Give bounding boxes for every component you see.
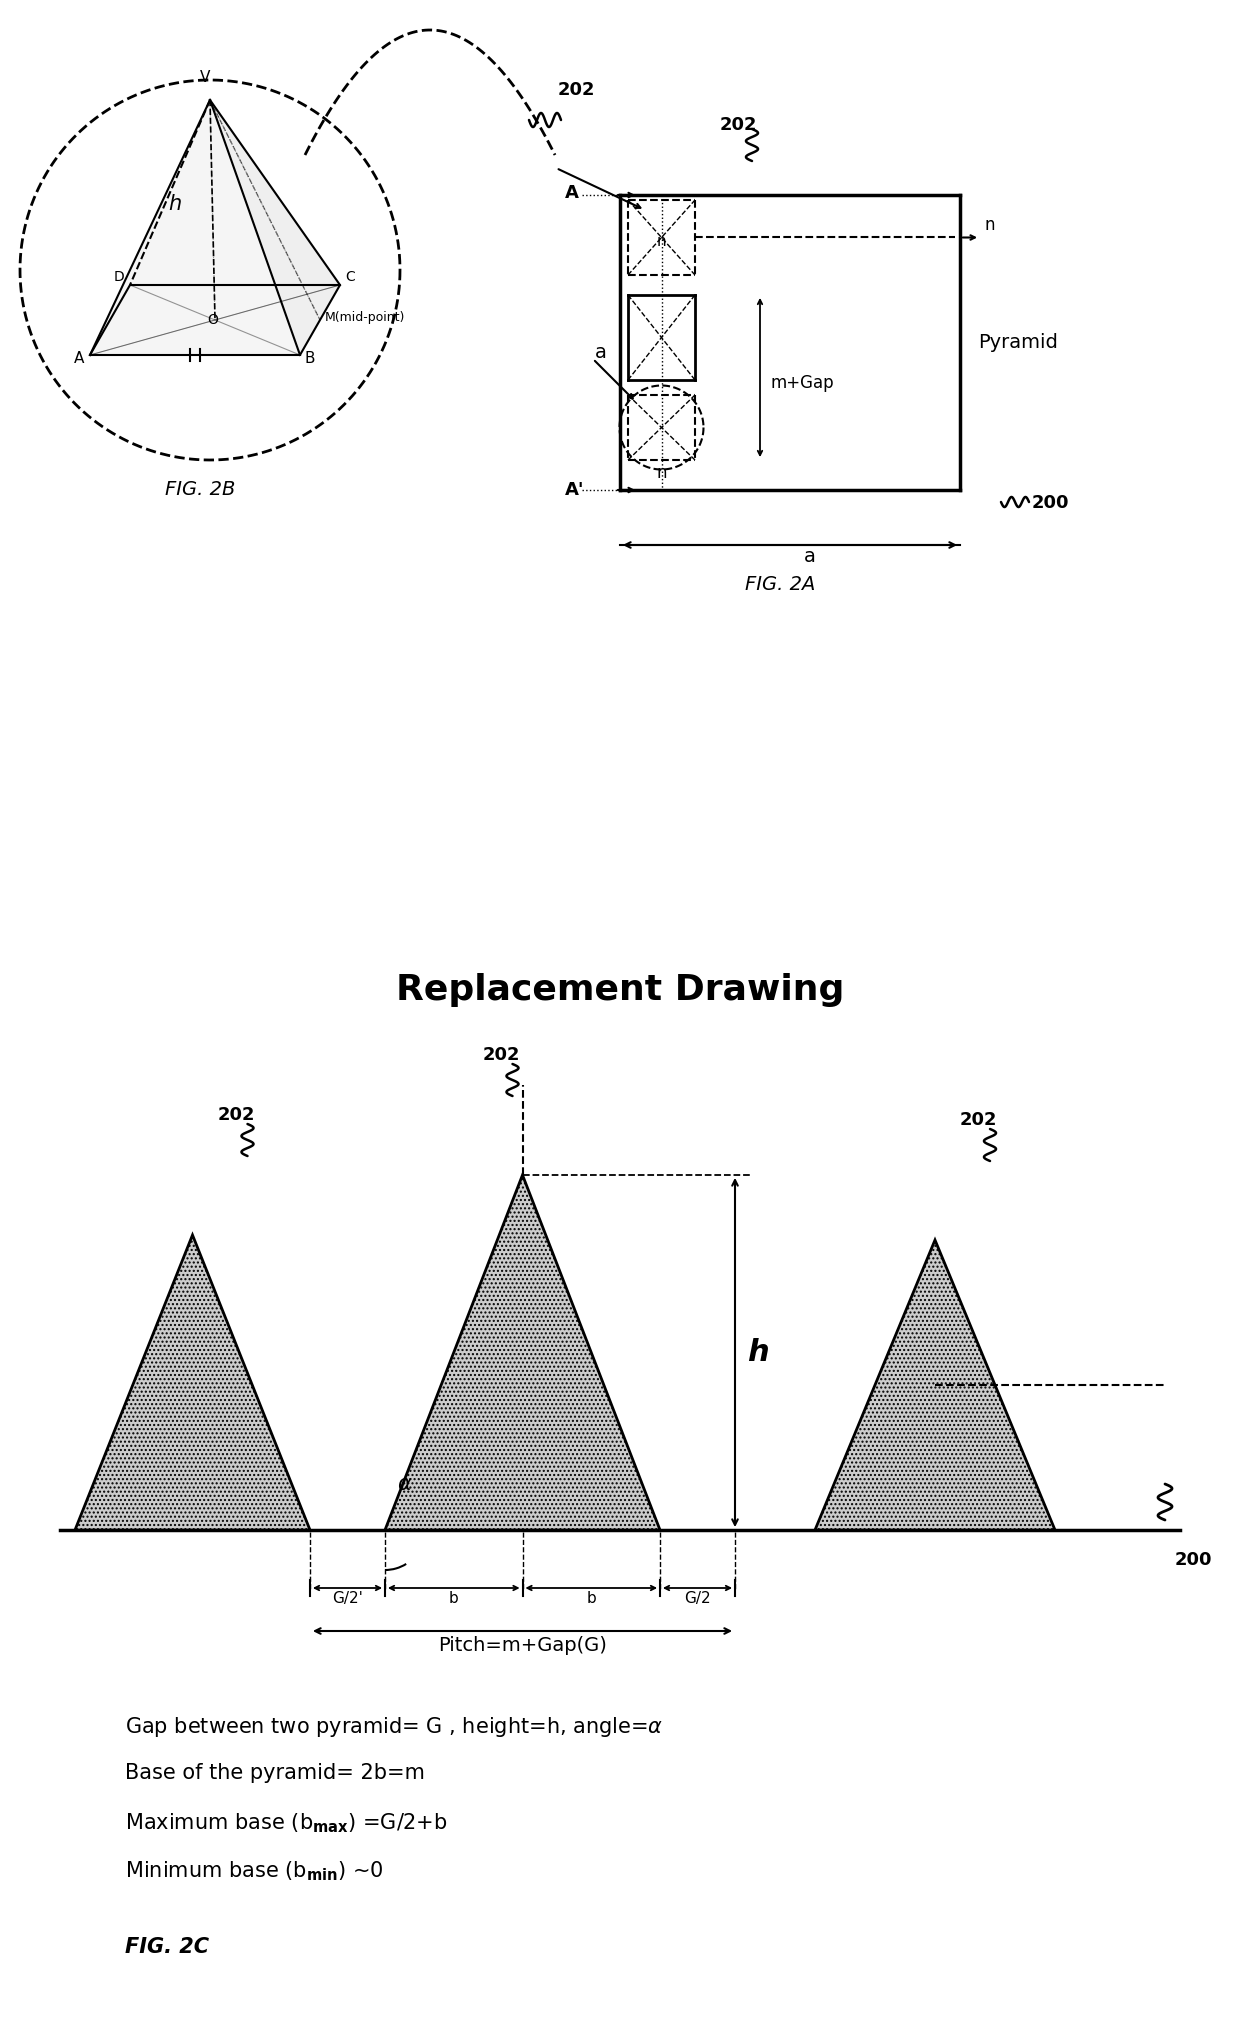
Text: 200: 200 <box>1032 495 1069 513</box>
Text: FIG. 2B: FIG. 2B <box>165 481 236 499</box>
Text: A': A' <box>565 481 584 499</box>
Text: a: a <box>595 343 606 361</box>
Text: h: h <box>167 194 181 214</box>
Text: Replacement Drawing: Replacement Drawing <box>396 973 844 1007</box>
Text: M(mid-point): M(mid-point) <box>325 311 405 323</box>
Text: FIG. 2A: FIG. 2A <box>745 575 815 594</box>
Text: m+Gap: m+Gap <box>770 374 833 392</box>
Text: Pyramid: Pyramid <box>978 333 1058 351</box>
Text: Minimum base (b$_{\mathbf{min}}$) ~0: Minimum base (b$_{\mathbf{min}}$) ~0 <box>125 1859 383 1882</box>
Text: O: O <box>207 313 218 327</box>
Text: h: h <box>746 1339 769 1367</box>
Text: n: n <box>656 464 667 483</box>
Text: 202: 202 <box>558 81 595 99</box>
Polygon shape <box>74 1236 310 1530</box>
Text: G/2': G/2' <box>332 1591 363 1605</box>
Text: D: D <box>114 271 125 285</box>
Text: b: b <box>587 1591 596 1605</box>
Polygon shape <box>91 101 300 355</box>
Polygon shape <box>815 1240 1055 1530</box>
Text: Pitch=m+Gap(G): Pitch=m+Gap(G) <box>438 1635 606 1656</box>
Text: B: B <box>304 351 315 365</box>
Text: 202: 202 <box>720 115 758 133</box>
Text: b: b <box>449 1591 459 1605</box>
Text: 200: 200 <box>1176 1551 1213 1569</box>
Text: a: a <box>804 547 816 565</box>
Text: n: n <box>985 216 996 234</box>
Text: 202: 202 <box>217 1106 255 1125</box>
Polygon shape <box>384 1175 660 1530</box>
Text: A: A <box>74 351 84 365</box>
Text: 202: 202 <box>482 1046 520 1064</box>
Text: V: V <box>200 71 211 85</box>
Text: G/2: G/2 <box>684 1591 711 1605</box>
Text: Maximum base (b$_{\mathbf{max}}$) =G/2+b: Maximum base (b$_{\mathbf{max}}$) =G/2+b <box>125 1811 448 1835</box>
Text: Gap between two pyramid= G , height=h, angle=$\alpha$: Gap between two pyramid= G , height=h, a… <box>125 1714 663 1738</box>
Text: $\alpha$: $\alpha$ <box>397 1474 413 1494</box>
Text: C: C <box>345 271 355 285</box>
Text: FIG. 2C: FIG. 2C <box>125 1936 210 1956</box>
Text: 202: 202 <box>960 1110 997 1129</box>
Text: n: n <box>657 234 666 248</box>
Polygon shape <box>210 101 340 355</box>
Text: A: A <box>565 184 579 202</box>
Text: Base of the pyramid= 2b=m: Base of the pyramid= 2b=m <box>125 1763 425 1783</box>
